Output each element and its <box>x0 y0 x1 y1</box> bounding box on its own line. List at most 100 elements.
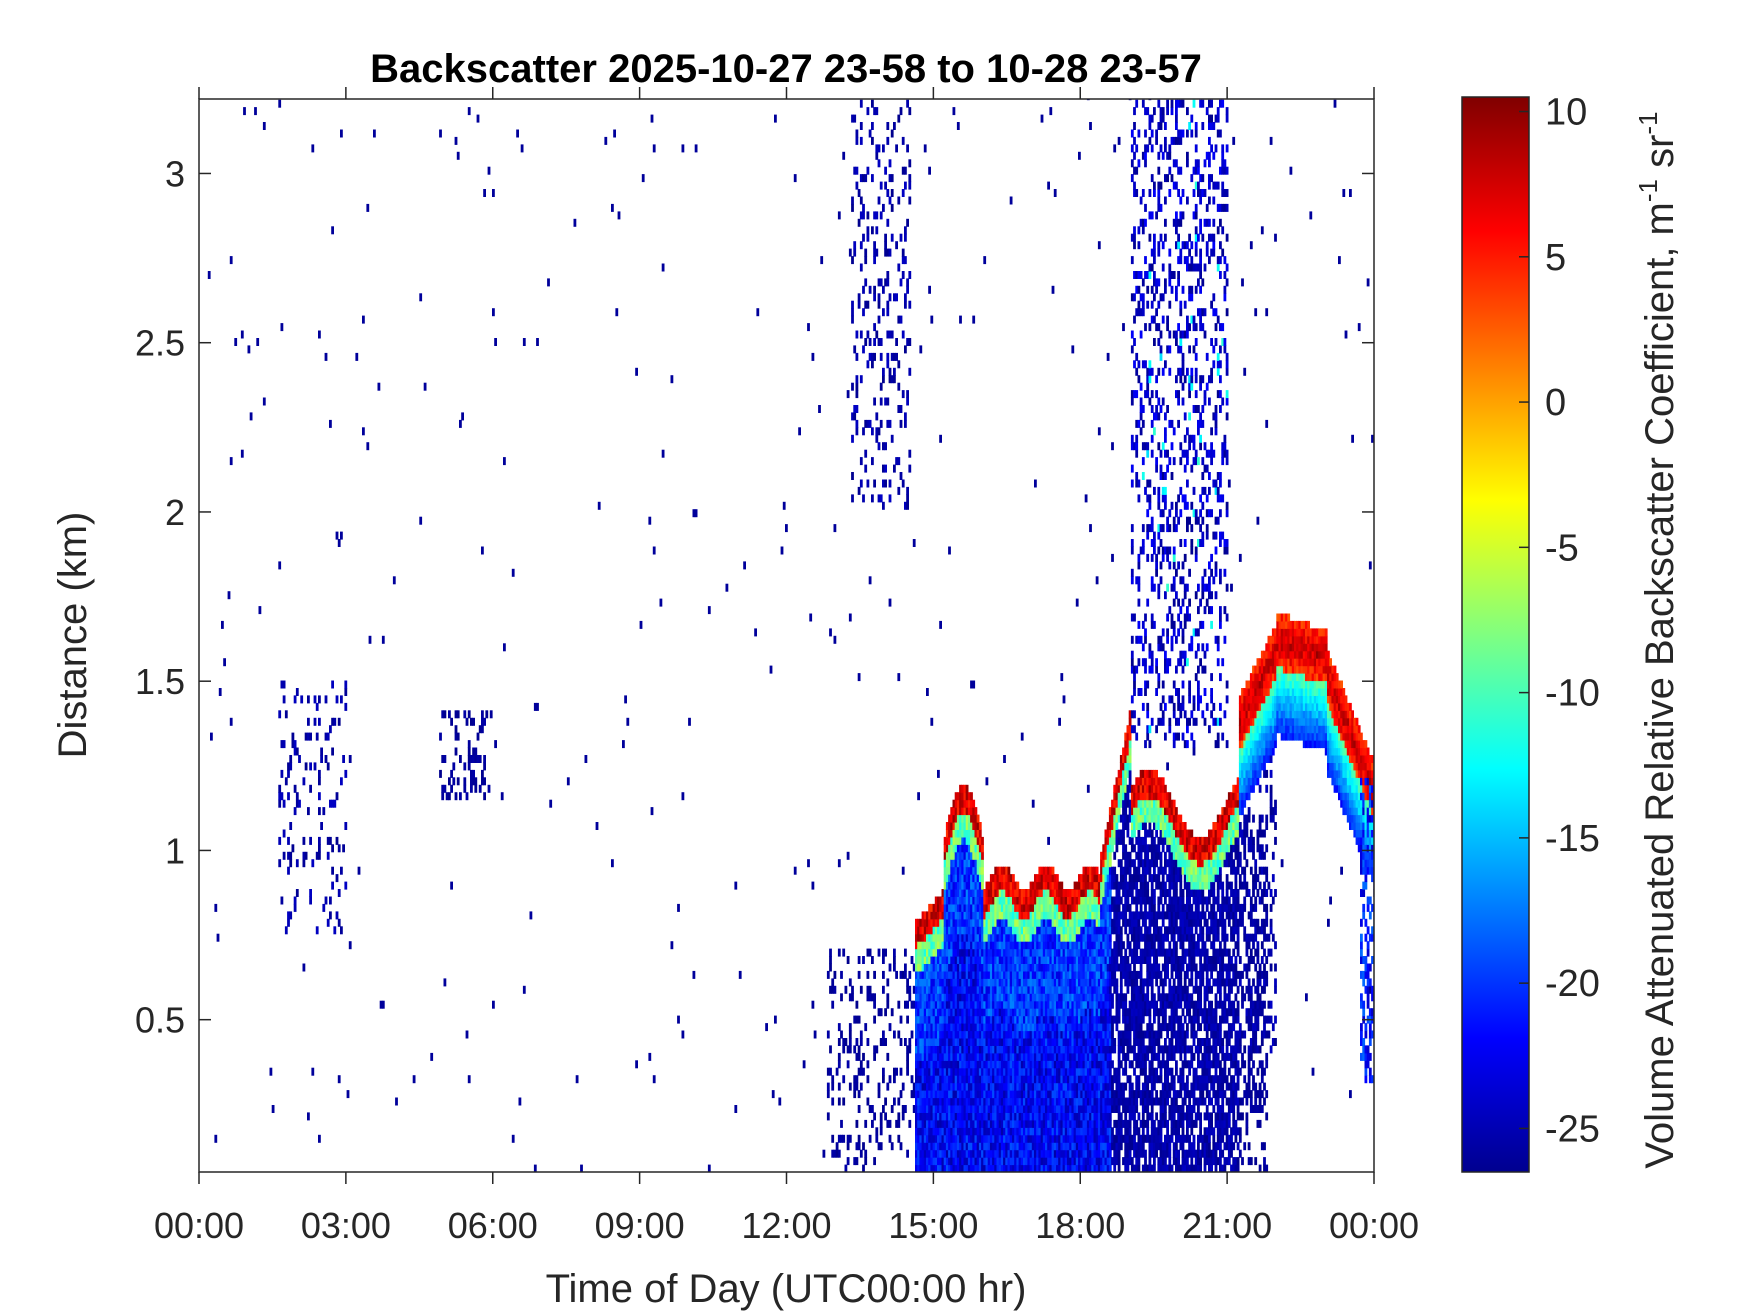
heatmap-cell <box>1058 956 1061 964</box>
heatmap-cell <box>970 1000 973 1009</box>
heatmap-cell <box>1003 911 1006 920</box>
heatmap-cell <box>873 293 876 302</box>
heatmap-cell <box>983 993 987 1002</box>
heatmap-cell <box>952 814 956 823</box>
heatmap-cell <box>950 978 954 987</box>
heatmap-cell <box>1119 1134 1123 1143</box>
heatmap-cell <box>1093 1097 1097 1106</box>
heatmap-cell <box>1122 1097 1125 1106</box>
heatmap-cell <box>1093 874 1097 883</box>
heatmap-cell <box>952 1090 956 1099</box>
heatmap-cell <box>1124 1067 1128 1076</box>
heatmap-cell <box>1075 881 1079 890</box>
heatmap-cell <box>216 933 220 942</box>
heatmap-cell <box>1100 1023 1103 1032</box>
heatmap-cell <box>1108 918 1112 927</box>
heatmap-cell <box>1075 1067 1079 1076</box>
heatmap-cell <box>1036 1149 1039 1158</box>
heatmap-cell <box>1113 978 1117 987</box>
heatmap-cell <box>928 1157 931 1166</box>
heatmap-cell <box>1122 784 1125 793</box>
heatmap-cell <box>287 911 290 920</box>
heatmap-cell <box>965 807 969 816</box>
heatmap-cell <box>1108 1082 1112 1091</box>
heatmap-cell <box>1095 941 1099 950</box>
heatmap-cell <box>362 315 365 324</box>
heatmap-cell <box>917 985 920 994</box>
heatmap-cell <box>1040 874 1044 883</box>
heatmap-cell <box>467 107 471 116</box>
heatmap-cell <box>959 799 962 808</box>
heatmap-cell <box>963 970 967 979</box>
heatmap-cell <box>1100 1067 1103 1076</box>
heatmap-cell <box>963 926 967 935</box>
heatmap-cell <box>1124 1142 1128 1151</box>
heatmap-cell <box>331 844 334 853</box>
heatmap-cell <box>974 896 978 905</box>
heatmap-cell <box>1020 1052 1024 1061</box>
heatmap-cell <box>1029 1060 1033 1069</box>
heatmap-cell <box>681 792 685 801</box>
heatmap-cell <box>952 1060 956 1069</box>
heatmap-cell <box>1119 948 1123 957</box>
heatmap-cell <box>926 1157 929 1166</box>
heatmap-cell <box>247 345 251 354</box>
heatmap-cell <box>780 546 784 555</box>
heatmap-cell <box>983 1015 987 1024</box>
heatmap-cell <box>1020 1000 1024 1009</box>
heatmap-cell <box>855 1000 859 1009</box>
heatmap-cell <box>974 1045 978 1054</box>
heatmap-cell <box>996 1097 1000 1106</box>
heatmap-cell <box>1102 1157 1106 1166</box>
heatmap-cell <box>926 1164 929 1172</box>
heatmap-cell <box>1104 1157 1108 1166</box>
heatmap-cell <box>928 1082 931 1091</box>
heatmap-cell <box>1106 978 1110 987</box>
heatmap-cell <box>954 978 958 987</box>
heatmap-cell <box>926 1134 929 1143</box>
heatmap-cell <box>1122 1008 1125 1017</box>
heatmap-cell <box>853 1045 857 1054</box>
heatmap-cell <box>974 941 978 950</box>
heatmap-cell <box>1071 1134 1075 1143</box>
heatmap-cell <box>930 1060 934 1069</box>
heatmap-cell <box>1124 903 1128 912</box>
heatmap-cell <box>518 1097 522 1106</box>
heatmap-cell <box>1000 911 1004 920</box>
heatmap-cell <box>1084 970 1088 979</box>
heatmap-cell <box>965 1023 969 1032</box>
heatmap-cell <box>923 1127 927 1136</box>
heatmap-cell <box>1089 889 1092 897</box>
heatmap-cell <box>972 1067 976 1076</box>
heatmap-cell <box>472 777 475 786</box>
heatmap-cell <box>1060 903 1064 912</box>
heatmap-cell <box>1104 918 1108 927</box>
heatmap-cell <box>1042 1045 1046 1054</box>
heatmap-cell <box>974 881 978 890</box>
heatmap-cell <box>886 1119 890 1128</box>
heatmap-cell <box>1009 993 1013 1002</box>
heatmap-cell <box>904 419 907 428</box>
heatmap-cell <box>1128 1030 1132 1039</box>
heatmap-cell <box>1115 814 1119 823</box>
heatmap-cell <box>987 1164 991 1172</box>
heatmap-cell <box>329 836 332 845</box>
heatmap-cell <box>912 985 916 994</box>
heatmap-cell <box>954 1149 958 1158</box>
heatmap-cell <box>950 836 954 845</box>
heatmap-cell <box>1084 926 1088 935</box>
heatmap-cell <box>937 1164 940 1172</box>
heatmap-cell <box>1117 769 1121 778</box>
heatmap-cell <box>1089 1127 1092 1136</box>
heatmap-cell <box>904 226 907 235</box>
heatmap-cell <box>956 1082 960 1091</box>
heatmap-cell <box>956 1038 960 1046</box>
heatmap-cell <box>934 1157 938 1166</box>
heatmap-cell <box>1053 1045 1057 1054</box>
heatmap-cell <box>994 1052 998 1061</box>
heatmap-cell <box>1097 241 1101 250</box>
heatmap-cell <box>1056 1075 1059 1084</box>
heatmap-cell <box>1122 851 1125 860</box>
heatmap-cell <box>879 397 883 406</box>
